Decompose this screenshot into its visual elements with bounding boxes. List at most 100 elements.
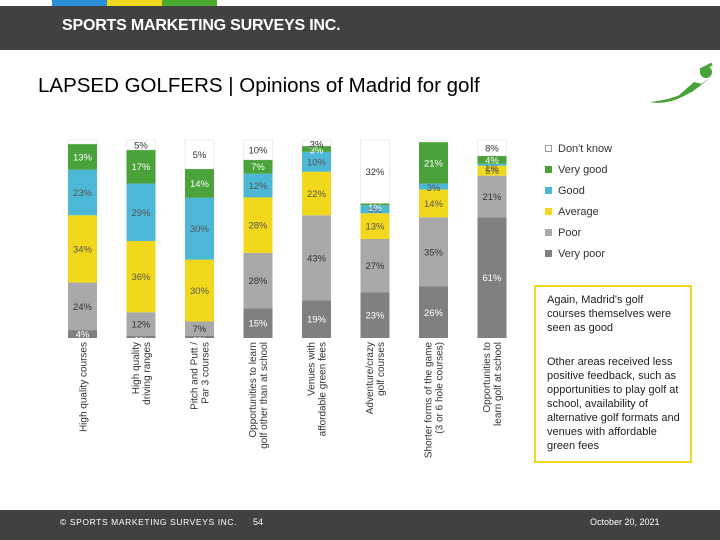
bar-segment-average	[477, 165, 507, 176]
bar-segment-good	[419, 183, 448, 190]
bar-segment-very-poor	[68, 330, 97, 338]
bar-data-label: 7%	[251, 162, 265, 173]
bar-segment-average	[185, 259, 214, 322]
golfer-body	[678, 82, 702, 96]
bar-segment-average	[360, 213, 390, 239]
bar-segment-poor	[419, 217, 448, 287]
bar-data-label: 3%	[310, 140, 324, 151]
legend-swatch	[545, 145, 552, 152]
bar-data-label: 3%	[427, 183, 441, 194]
x-tick-label: Venues with affordable green fees	[307, 342, 329, 436]
bar-segment-very-good	[302, 145, 331, 152]
bar-data-label: 23%	[365, 311, 385, 322]
footer-bar	[0, 510, 720, 540]
x-tick-label-line: learn golf at school	[493, 342, 504, 426]
bar-segment-very-poor	[360, 292, 390, 338]
bar-data-label: 13%	[73, 152, 93, 163]
legend-label: Don't know	[558, 142, 613, 155]
x-tick-label-line: affordable green fees	[318, 342, 329, 436]
page-title: LAPSED GOLFERS | Opinions of Madrid for …	[38, 74, 480, 97]
bar-segment-very-poor	[302, 300, 331, 338]
x-tick-label-line: Shorter forms of the game	[424, 342, 435, 459]
bar-segment-don-t-know	[126, 139, 156, 151]
legend-item: Very good	[545, 159, 612, 180]
bar-data-label: 21%	[424, 158, 444, 169]
bar-segment-poor	[243, 252, 273, 309]
bar-segment-don-t-know	[184, 139, 215, 170]
x-tick-label: High quality driving ranges	[131, 342, 153, 405]
x-tick-label: Opportunities to learn golf other than at…	[248, 342, 270, 449]
golfer-logo-icon	[650, 62, 714, 103]
bar-segment-very-good	[360, 203, 390, 206]
bar-data-label: 3%	[310, 145, 324, 156]
bar-segment-poor	[126, 312, 156, 337]
x-tick-label: Adventure/crazy golf courses	[365, 342, 387, 414]
bar-segment-good	[243, 173, 273, 198]
legend-swatch	[545, 187, 552, 194]
bar-segment-don-t-know	[360, 139, 390, 204]
stripe-2	[52, 0, 107, 6]
legend-item: Good	[545, 180, 612, 201]
bar-data-label: 1%	[134, 336, 148, 347]
bar-segment-very-good	[126, 149, 156, 184]
x-tick-label: Pitch and Putt / Par 3 courses	[190, 342, 212, 410]
bar-segment-poor	[302, 215, 331, 301]
legend-item: Average	[545, 201, 612, 222]
legend-swatch	[545, 250, 552, 257]
bar-data-label: 7%	[193, 324, 207, 335]
note-paragraph-2: Other areas received less positive feedb…	[547, 356, 680, 452]
x-tick-label-line: Venues with	[307, 342, 318, 396]
footer-date: October 20, 2021	[590, 517, 660, 527]
legend-item: Very poor	[545, 243, 612, 264]
bar-data-label: 1%	[485, 163, 499, 174]
bar-segment-very-good	[243, 159, 273, 174]
bar-segment-good	[360, 205, 390, 214]
bar-segment-very-good	[185, 168, 214, 198]
bar-segment-don-t-know	[67, 139, 98, 145]
bar-data-label: 28%	[248, 221, 268, 232]
x-tick-label-line: golf other than at school	[259, 342, 270, 449]
bar-segment-don-t-know	[477, 139, 507, 157]
bar-segment-poor	[477, 175, 507, 218]
legend-item: Don't know	[545, 138, 612, 159]
bar-data-label: 4%	[485, 155, 499, 166]
x-tick-label-line: High quality courses	[79, 342, 90, 432]
bar-data-label: 12%	[248, 181, 268, 192]
bar-data-label: 4%	[368, 205, 382, 216]
legend-swatch	[545, 229, 552, 236]
bar-segment-average	[419, 189, 448, 218]
bar-segment-good	[477, 163, 507, 166]
bar-segment-very-poor	[185, 335, 214, 338]
x-tick-label-line: Par 3 courses	[201, 342, 212, 404]
bar-data-label: 12%	[131, 320, 151, 331]
x-tick-label-line: (3 or 6 hole courses)	[435, 342, 446, 434]
bar-segment-average	[68, 215, 97, 283]
bar-segment-very-good	[477, 155, 507, 164]
legend-label: Good	[558, 184, 585, 197]
bar-segment-poor	[360, 239, 390, 293]
legend-swatch	[545, 166, 552, 173]
bar-data-label: 29%	[131, 208, 151, 219]
bar-data-label: 8%	[485, 143, 499, 154]
bar-data-label: 30%	[190, 286, 210, 297]
brand-name: SPORTS MARKETING SURVEYS INC.	[62, 17, 341, 34]
bar-data-label: 32%	[365, 167, 385, 178]
stripe-4	[162, 0, 217, 6]
x-tick-label: Opportunities to learn golf at school	[482, 342, 504, 426]
legend-label: Very poor	[558, 247, 606, 260]
legend-label: Very good	[558, 163, 608, 176]
footer-copyright: © SPORTS MARKETING SURVEYS INC.	[60, 517, 238, 527]
x-tick-label: High quality courses	[79, 342, 90, 432]
bar-data-label: 27%	[365, 261, 385, 272]
bar-data-label: 5%	[134, 140, 148, 151]
bar-data-label: 26%	[424, 308, 444, 319]
bar-segment-good	[68, 169, 97, 216]
bar-data-label: 36%	[131, 272, 151, 283]
legend-label: Average	[558, 205, 599, 218]
bar-segment-poor	[68, 282, 97, 331]
bar-data-label: 14%	[190, 179, 210, 190]
bar-segment-average	[126, 240, 156, 313]
bar-segment-don-t-know	[243, 139, 273, 161]
bar-data-label: 4%	[76, 330, 90, 341]
